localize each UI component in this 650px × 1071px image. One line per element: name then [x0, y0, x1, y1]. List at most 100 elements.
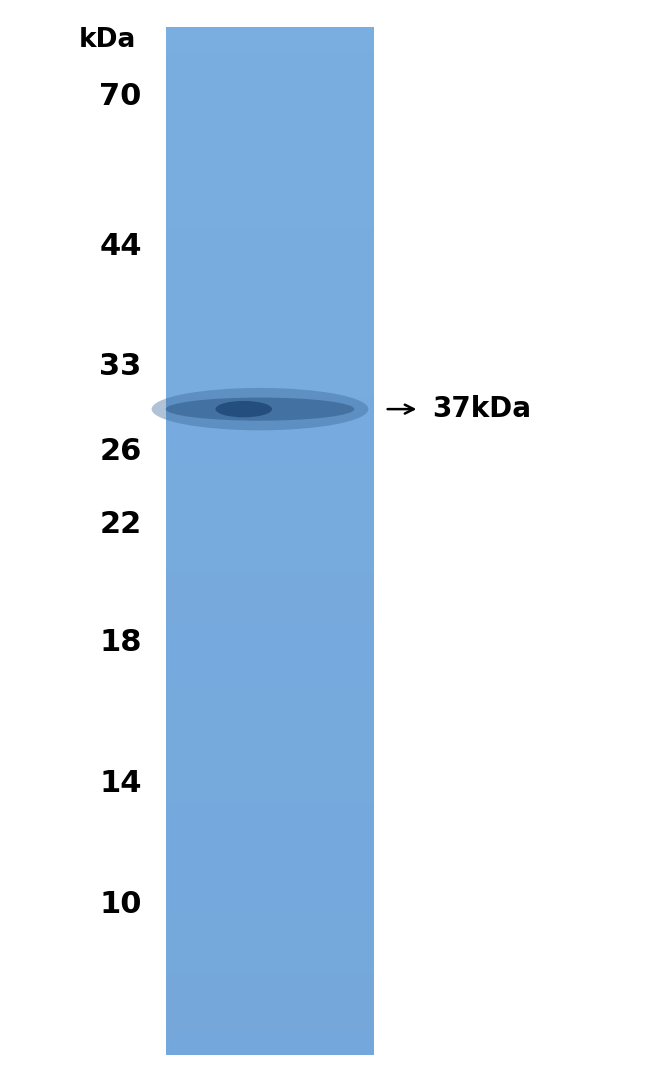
- Bar: [166, 618, 374, 623]
- Bar: [166, 232, 374, 238]
- Bar: [166, 690, 374, 695]
- Text: 10: 10: [99, 890, 142, 920]
- Bar: [166, 916, 374, 921]
- Bar: [166, 161, 374, 166]
- Bar: [166, 798, 374, 803]
- Bar: [166, 715, 374, 721]
- Bar: [166, 989, 374, 993]
- Bar: [166, 829, 374, 834]
- Bar: [166, 207, 374, 212]
- Bar: [166, 155, 374, 161]
- Bar: [166, 119, 374, 124]
- Bar: [166, 1035, 374, 1040]
- Bar: [166, 778, 374, 783]
- Bar: [166, 700, 374, 706]
- Bar: [166, 746, 374, 752]
- Bar: [166, 63, 374, 67]
- Bar: [166, 695, 374, 700]
- Bar: [166, 278, 374, 284]
- Bar: [166, 78, 374, 84]
- Bar: [166, 115, 374, 119]
- Bar: [166, 947, 374, 952]
- Bar: [166, 84, 374, 89]
- Bar: [166, 376, 374, 381]
- Bar: [166, 761, 374, 767]
- Bar: [166, 47, 374, 52]
- Bar: [166, 526, 374, 530]
- Bar: [166, 356, 374, 361]
- Bar: [166, 73, 374, 78]
- Bar: [166, 1044, 374, 1050]
- Bar: [166, 890, 374, 895]
- Bar: [166, 52, 374, 58]
- Bar: [166, 644, 374, 649]
- Bar: [166, 109, 374, 115]
- Bar: [166, 541, 374, 546]
- Bar: [166, 921, 374, 926]
- Bar: [166, 258, 374, 263]
- Bar: [166, 870, 374, 875]
- Bar: [166, 860, 374, 864]
- Bar: [166, 263, 374, 269]
- Bar: [166, 135, 374, 140]
- Bar: [166, 504, 374, 510]
- Bar: [166, 993, 374, 998]
- Bar: [166, 1019, 374, 1024]
- Bar: [166, 967, 374, 972]
- Bar: [166, 1029, 374, 1035]
- Bar: [166, 510, 374, 515]
- Bar: [166, 1050, 374, 1055]
- Bar: [166, 140, 374, 145]
- Bar: [166, 684, 374, 690]
- Bar: [166, 253, 374, 258]
- Bar: [166, 412, 374, 418]
- Bar: [166, 752, 374, 757]
- Bar: [166, 536, 374, 541]
- Bar: [166, 335, 374, 341]
- Bar: [166, 793, 374, 798]
- Bar: [166, 458, 374, 464]
- Text: 37kDa: 37kDa: [432, 395, 531, 423]
- Bar: [166, 978, 374, 983]
- Bar: [166, 325, 374, 330]
- Bar: [166, 427, 374, 433]
- Bar: [166, 629, 374, 633]
- Bar: [166, 654, 374, 659]
- Bar: [166, 238, 374, 243]
- Bar: [166, 402, 374, 407]
- Bar: [166, 315, 374, 320]
- Bar: [166, 638, 374, 644]
- Bar: [166, 32, 374, 37]
- Bar: [166, 42, 374, 47]
- Bar: [166, 222, 374, 227]
- Bar: [166, 489, 374, 495]
- Bar: [166, 515, 374, 521]
- Bar: [166, 886, 374, 890]
- Bar: [166, 93, 374, 99]
- Bar: [166, 649, 374, 654]
- Bar: [166, 273, 374, 278]
- Bar: [166, 824, 374, 829]
- Bar: [166, 299, 374, 304]
- Bar: [166, 361, 374, 366]
- Bar: [166, 911, 374, 916]
- Bar: [166, 407, 374, 412]
- Bar: [166, 849, 374, 855]
- Bar: [166, 150, 374, 155]
- Bar: [166, 957, 374, 963]
- Bar: [166, 895, 374, 901]
- Bar: [166, 1024, 374, 1029]
- Bar: [166, 397, 374, 402]
- Bar: [166, 530, 374, 536]
- Bar: [166, 844, 374, 849]
- Bar: [166, 983, 374, 989]
- Bar: [166, 166, 374, 170]
- Text: kDa: kDa: [79, 27, 136, 52]
- Bar: [166, 495, 374, 500]
- Bar: [166, 767, 374, 772]
- Bar: [166, 217, 374, 222]
- Bar: [166, 284, 374, 289]
- Text: 22: 22: [99, 510, 142, 540]
- Bar: [166, 453, 374, 458]
- Text: 18: 18: [99, 628, 142, 658]
